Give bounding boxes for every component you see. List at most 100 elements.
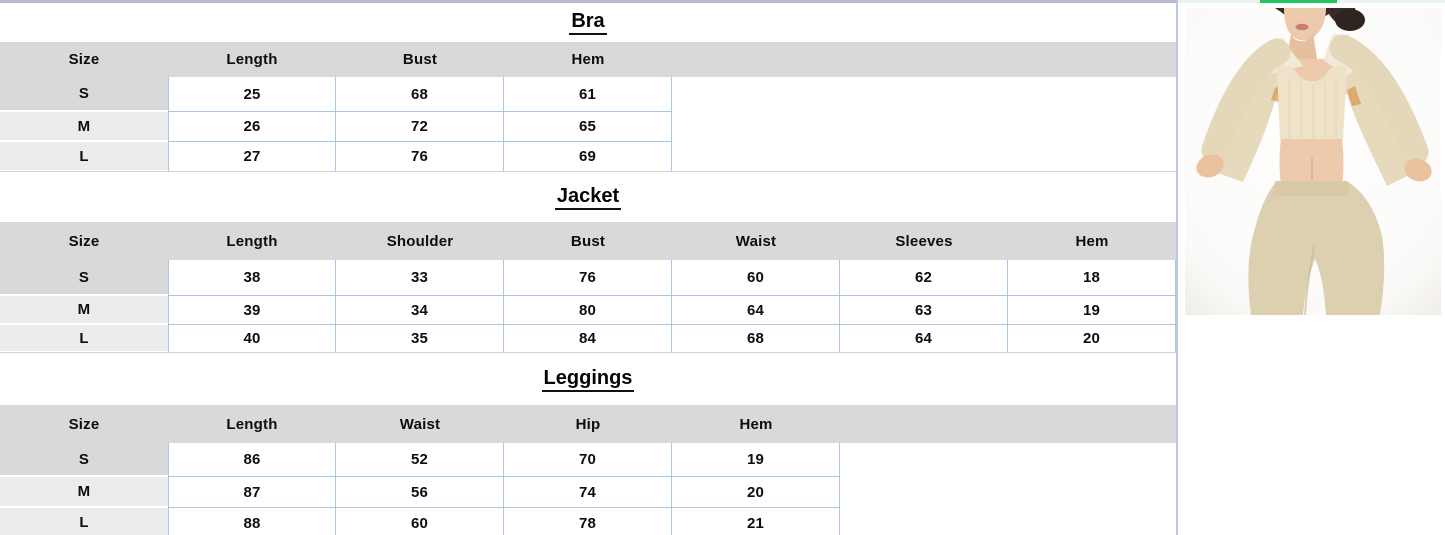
table-row-s: S 25 68 61 [0,77,1176,112]
size-cell: S [0,260,168,296]
value-cell: 62 [840,260,1008,296]
table-header-row: Size Length Waist Hip Hem [0,405,1176,443]
column-header-size: Size [68,51,100,68]
size-table-bra: Bra Size Length Bust Hem S 25 68 61 M 26 72 65 L 27 76 6… [0,3,1176,172]
table-title-row: Bra [0,3,1176,42]
hand-left [1196,154,1224,178]
table-title-row: Jacket [0,172,1176,222]
value-cell: 61 [504,77,672,112]
bra-shape [1277,65,1347,147]
row-filler [672,142,1176,172]
value-cell: 80 [504,296,672,325]
value-cell: 64 [840,325,1008,353]
value-cell: 65 [504,112,672,142]
value-cell: 20 [672,477,840,508]
size-cell: L [0,325,168,353]
size-cell: L [0,142,168,172]
value-cell: 33 [336,260,504,296]
column-header-hip: Hip [575,415,601,433]
row-filler [840,477,1176,508]
value-cell: 76 [336,142,504,172]
product-panel [1178,0,1445,535]
value-cell: 68 [336,77,504,112]
column-header-length: Length [226,415,278,433]
column-header-waist: Waist [735,232,777,250]
value-cell: 72 [336,112,504,142]
size-cell: L [0,508,168,535]
value-cell: 26 [168,112,336,142]
size-cell: S [0,77,168,112]
value-cell: 86 [168,443,336,477]
table-row-l: L 40 35 84 68 64 20 [0,325,1176,353]
size-table-leggings: Leggings Size Length Waist Hip Hem S 86 52 70 19 M 8… [0,353,1176,535]
value-cell: 74 [504,477,672,508]
value-cell: 68 [672,325,840,353]
hair-bun-shape [1335,9,1365,31]
section-divider [0,171,1177,172]
section-title-jacket: Jacket [554,185,622,210]
value-cell: 25 [168,77,336,112]
table-header-row: Size Length Shoulder Bust Waist Sleeves Hem [0,222,1176,260]
column-header-size: Size [68,232,100,250]
size-cell: S [0,443,168,477]
value-cell: 60 [336,508,504,535]
section-divider [0,352,1177,353]
value-cell: 64 [672,296,840,325]
value-cell: 76 [504,260,672,296]
row-filler [840,443,1176,477]
value-cell: 39 [168,296,336,325]
panel-divider-line [1176,0,1178,535]
size-table-jacket: Jacket Size Length Shoulder Bust Waist Sleeves… [0,172,1176,353]
table-row-m: M 39 34 80 64 63 19 [0,296,1176,325]
column-header-hem: Hem [1075,232,1109,250]
value-cell: 84 [504,325,672,353]
value-cell: 60 [672,260,840,296]
value-cell: 70 [504,443,672,477]
value-cell: 52 [336,443,504,477]
header-cell-empty [840,405,1008,443]
value-cell: 34 [336,296,504,325]
table-row-s: S 38 33 76 60 62 18 [0,260,1176,296]
value-cell: 40 [168,325,336,353]
table-row-m: M 26 72 65 [0,112,1176,142]
column-header-shoulder: Shoulder [386,232,454,250]
table-title-row: Leggings [0,353,1176,405]
row-filler [672,77,1176,112]
column-header-bust: Bust [402,51,438,68]
section-title-bra: Bra [569,10,607,35]
header-cell-empty [672,42,840,77]
hand-right [1404,158,1432,182]
leggings-seam [1304,245,1315,315]
row-filler [672,112,1176,142]
value-cell: 78 [504,508,672,535]
value-cell: 27 [168,142,336,172]
size-cell: M [0,477,168,508]
column-header-length: Length [226,232,278,250]
value-cell: 19 [672,443,840,477]
size-cell: M [0,296,168,325]
leggings-waistband [1273,181,1350,196]
value-cell: 18 [1008,260,1176,296]
table-row-l: L 88 60 78 21 [0,508,1176,535]
product-photo [1185,8,1441,315]
sleeve-left [1201,38,1291,164]
column-header-sleeves: Sleeves [895,232,953,250]
value-cell: 69 [504,142,672,172]
progress-track [1178,0,1445,3]
table-row-l: L 27 76 69 [0,142,1176,172]
top-accent-line [0,0,1177,3]
header-cell-empty [1008,42,1176,77]
column-header-hem: Hem [739,415,773,433]
section-title-leggings: Leggings [541,367,635,392]
sleeve-right [1329,34,1429,166]
column-header-length: Length [226,51,278,68]
value-cell: 87 [168,477,336,508]
value-cell: 88 [168,508,336,535]
progress-indicator [1260,0,1337,3]
table-header-row: Size Length Bust Hem [0,42,1176,77]
value-cell: 19 [1008,296,1176,325]
value-cell: 63 [840,296,1008,325]
value-cell: 56 [336,477,504,508]
size-chart-tables: Bra Size Length Bust Hem S 25 68 61 M 26 72 65 L 27 76 6… [0,0,1177,535]
header-cell-empty [840,42,1008,77]
